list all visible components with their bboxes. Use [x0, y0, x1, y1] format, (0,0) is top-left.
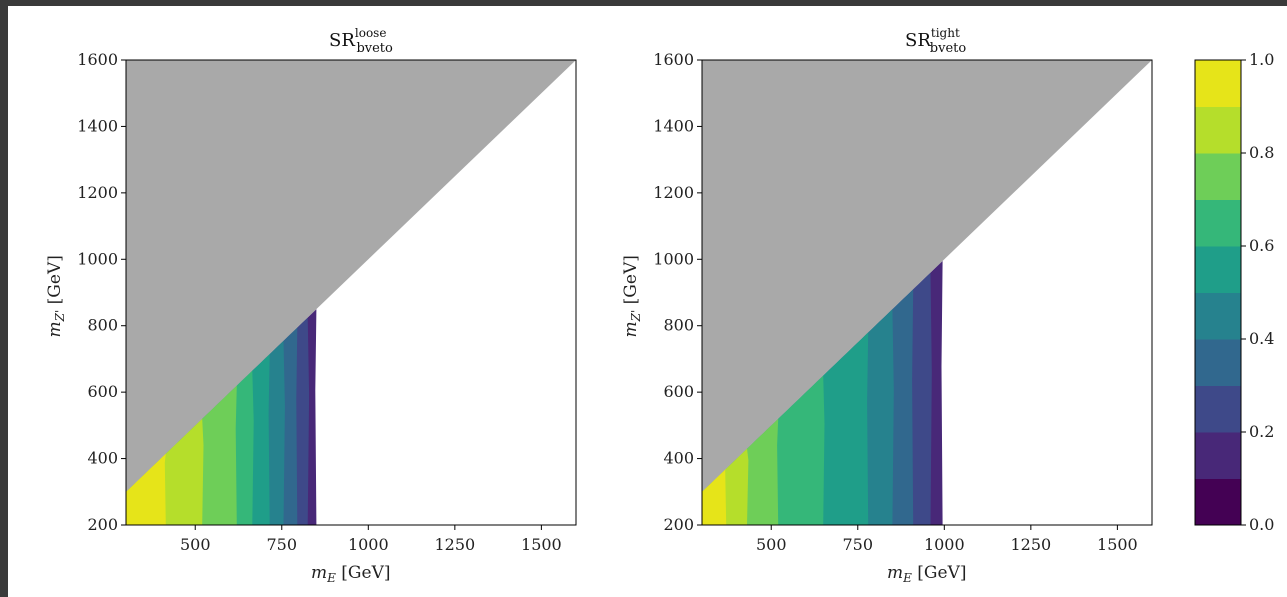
- figure: 500 750 1000 1250 1500 200 400 600 800 1000 1200 14…: [8, 6, 1287, 597]
- colorbar-level: [1195, 60, 1241, 107]
- y-tick-label: 1000: [77, 249, 118, 268]
- y-tick-label: 200: [663, 515, 694, 534]
- colorbar-level: [1195, 292, 1241, 340]
- colorbar-tick-label: 0.0: [1249, 515, 1274, 534]
- colorbar-tick-label: 0.4: [1249, 329, 1274, 348]
- y-tick-label: 1400: [653, 116, 694, 135]
- x-tick-label: 500: [756, 535, 787, 554]
- y-axis-label: mZ' [GeV]: [45, 255, 67, 337]
- x-tick-label: 1000: [924, 535, 965, 554]
- x-tick-label: 750: [266, 535, 297, 554]
- y-tick-label: 400: [87, 449, 118, 468]
- y-tick-label: 1600: [653, 50, 694, 69]
- y-tick-label: 800: [87, 316, 118, 335]
- excluded-region: [702, 60, 1152, 492]
- y-tick-label: 1600: [77, 50, 118, 69]
- contour-band: [702, 468, 727, 525]
- colorbar-tick-label: 0.8: [1249, 143, 1274, 162]
- colorbar-level: [1195, 385, 1241, 433]
- x-tick-label: 1500: [521, 535, 562, 554]
- colorbar-level: [1195, 246, 1241, 293]
- x-axis-label: mE [GeV]: [887, 563, 966, 585]
- axes-frame: [701, 59, 1153, 526]
- colorbar: 0.0 0.2 0.4 0.6 0.8 1.0: [1194, 50, 1274, 534]
- y-tick-label: 600: [87, 382, 118, 401]
- colorbar-frame: [1194, 59, 1242, 526]
- chart-title: SRtight bveto: [905, 26, 966, 56]
- plot-area: [702, 60, 1152, 525]
- chart-title: SRloose bveto: [329, 26, 393, 56]
- y-tick-label: 1200: [77, 183, 118, 202]
- colorbar-tick-label: 0.6: [1249, 236, 1274, 255]
- plot-area: [126, 60, 576, 525]
- y-tick-label: 600: [663, 382, 694, 401]
- colorbar-level: [1195, 199, 1241, 247]
- plot-tight: 500 750 1000 1250 1500 200 400 600 800 1000 1200 14…: [621, 26, 1153, 585]
- y-tick-label: 400: [663, 449, 694, 468]
- colorbar-tick-label: 0.2: [1249, 422, 1274, 441]
- colorbar-tick-label: 1.0: [1249, 50, 1274, 69]
- y-tick-label: 1000: [653, 249, 694, 268]
- excluded-region: [126, 60, 576, 492]
- y-tick-label: 1200: [653, 183, 694, 202]
- axes-frame: [125, 59, 577, 526]
- contour-band: [126, 453, 166, 525]
- x-tick-label: 1250: [434, 535, 475, 554]
- plot-loose: 500 750 1000 1250 1500 200 400 600 800 1000 1200 14…: [45, 26, 577, 585]
- x-tick-label: 1500: [1097, 535, 1138, 554]
- x-tick-label: 1250: [1010, 535, 1051, 554]
- x-axis-label: mE [GeV]: [311, 563, 390, 585]
- colorbar-level: [1195, 153, 1241, 200]
- colorbar-level: [1195, 106, 1241, 154]
- x-tick-label: 750: [842, 535, 873, 554]
- x-tick-label: 1000: [348, 535, 389, 554]
- colorbar-level: [1195, 478, 1241, 526]
- chart-canvas: 500 750 1000 1250 1500 200 400 600 800 1000 1200 14…: [45, 26, 1274, 585]
- colorbar-level: [1195, 432, 1241, 479]
- y-tick-label: 800: [663, 316, 694, 335]
- y-tick-label: 200: [87, 515, 118, 534]
- y-tick-label: 1400: [77, 116, 118, 135]
- x-tick-label: 500: [180, 535, 211, 554]
- y-axis-label: mZ' [GeV]: [621, 255, 643, 337]
- colorbar-level: [1195, 339, 1241, 386]
